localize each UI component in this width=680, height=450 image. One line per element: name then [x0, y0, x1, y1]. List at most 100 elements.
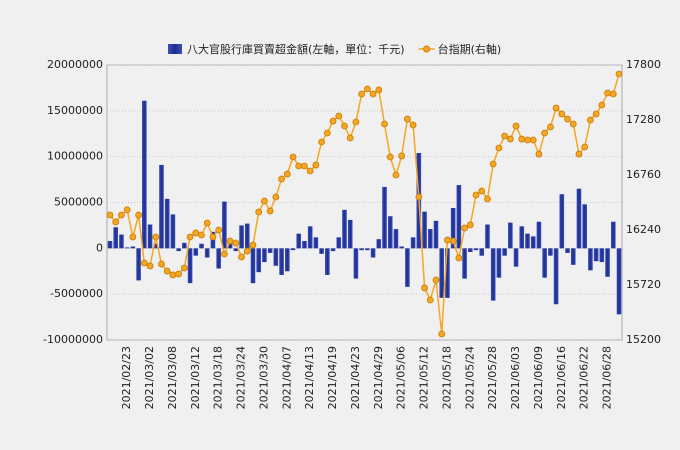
point: [283, 170, 291, 178]
point: [243, 247, 251, 255]
bar: [439, 248, 445, 298]
point: [346, 134, 354, 142]
bar: [376, 239, 382, 249]
x-tick-label: 2021/06/16: [555, 346, 568, 409]
bar: [422, 211, 427, 249]
legend-label: 台指期(右軸): [438, 42, 502, 56]
bar: [227, 243, 233, 249]
bar: [336, 237, 342, 249]
point: [152, 233, 160, 241]
point: [192, 229, 200, 237]
x-tick-label: 2021/03/02: [143, 346, 156, 409]
bar: [502, 248, 507, 256]
bar: [445, 248, 450, 298]
bar: [130, 246, 136, 249]
bar: [176, 248, 181, 252]
bar: [353, 248, 359, 279]
bar: [147, 224, 153, 249]
bar: [599, 248, 605, 263]
bar: [182, 242, 187, 249]
x-tick-label: 2021/03/30: [257, 346, 270, 409]
bar: [319, 248, 324, 254]
bar: [239, 225, 244, 249]
point: [112, 218, 120, 226]
point: [449, 237, 457, 245]
bar: [347, 219, 353, 249]
point: [323, 129, 331, 137]
point: [478, 187, 486, 195]
legend-swatch: [423, 45, 431, 53]
point: [255, 208, 263, 216]
point: [409, 121, 417, 129]
point: [135, 211, 142, 219]
point: [506, 135, 514, 143]
bar: [433, 220, 439, 249]
point: [129, 233, 137, 241]
point: [501, 132, 509, 140]
bar: [519, 226, 525, 249]
point: [552, 104, 560, 112]
bar: [593, 248, 599, 262]
y-tick-label: 20000000: [47, 58, 103, 71]
point: [438, 330, 446, 338]
point: [615, 70, 623, 78]
legend-label: 八大官股行庫買賣超金額(左軸，單位：千元): [187, 42, 405, 56]
point: [329, 117, 337, 125]
point: [163, 267, 171, 275]
point: [123, 206, 131, 214]
bar: [387, 216, 393, 249]
point: [249, 241, 257, 249]
bar: [456, 185, 462, 249]
bar: [250, 248, 256, 284]
point: [306, 167, 314, 175]
point: [421, 284, 428, 292]
point: [444, 236, 451, 244]
point: [392, 171, 400, 179]
point: [426, 296, 434, 304]
bar: [153, 243, 159, 249]
legend-swatch: [168, 44, 182, 54]
bar: [410, 237, 416, 249]
bar: [107, 241, 113, 249]
x-tick-label: 2021/05/18: [440, 346, 453, 409]
bar: [530, 236, 536, 249]
bar: [513, 248, 519, 267]
point: [415, 193, 423, 201]
point: [558, 110, 566, 118]
x-tick-label: 2021/03/24: [235, 346, 248, 409]
bar: [359, 248, 364, 251]
point: [301, 162, 308, 170]
bar: [187, 248, 193, 284]
bar: [222, 201, 227, 249]
x-tick-label: 2021/06/09: [532, 346, 545, 409]
bar: [473, 248, 479, 251]
bar: [576, 188, 582, 249]
bar: [496, 248, 502, 278]
x-tick-label: 2021/05/12: [418, 346, 431, 409]
point: [238, 253, 245, 261]
bar: [124, 247, 130, 249]
point: [118, 211, 125, 219]
bar: [462, 248, 467, 279]
bar: [393, 229, 399, 249]
bar: [170, 214, 176, 249]
bar: [553, 248, 559, 305]
y-tick-label: 0: [96, 241, 103, 254]
bar: [262, 248, 267, 263]
bar: [405, 248, 410, 287]
point: [375, 86, 383, 94]
y2-tick-label: 17800: [626, 58, 661, 71]
bar: [233, 248, 239, 252]
point: [198, 231, 205, 239]
x-tick-label: 2021/04/19: [326, 346, 339, 409]
bar: [508, 222, 513, 249]
bar: [559, 194, 565, 249]
bar: [565, 248, 570, 253]
point: [472, 191, 480, 199]
bar: [256, 248, 261, 273]
bar: [273, 248, 279, 266]
point: [106, 211, 114, 219]
x-tick-label: 2021/03/18: [212, 346, 225, 409]
point: [209, 233, 217, 241]
